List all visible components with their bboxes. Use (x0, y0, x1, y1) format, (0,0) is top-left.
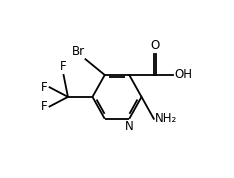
Text: O: O (150, 39, 159, 52)
Text: OH: OH (174, 69, 192, 82)
Text: F: F (41, 81, 48, 94)
Text: F: F (41, 100, 48, 113)
Text: F: F (60, 60, 67, 73)
Text: N: N (125, 120, 134, 133)
Text: Br: Br (71, 45, 84, 58)
Text: NH₂: NH₂ (155, 112, 177, 125)
